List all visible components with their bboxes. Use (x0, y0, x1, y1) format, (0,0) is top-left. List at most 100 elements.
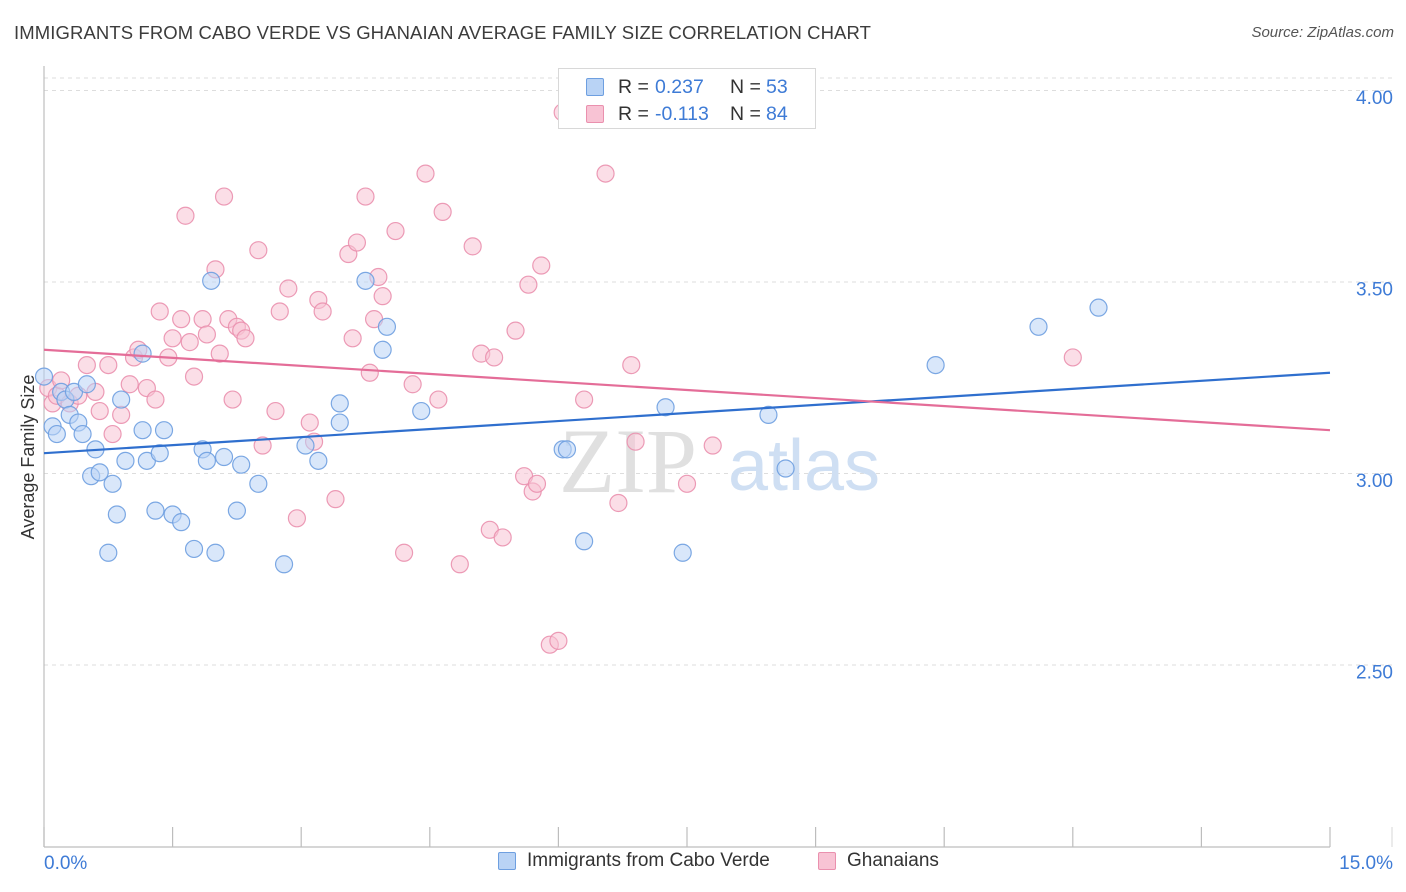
legend-item-cabo-verde: Immigrants from Cabo Verde (498, 850, 770, 872)
cabo-verde-point (154, 421, 174, 440)
ghanaians-point (609, 493, 628, 513)
ghanaians-trend-line (43, 348, 1331, 432)
cabo-verde-point (330, 413, 349, 432)
cabo-verde-point (356, 271, 375, 290)
cabo-verde-point (107, 505, 126, 524)
ghanaians-point (253, 436, 272, 455)
cabo-verde-point (926, 356, 945, 375)
ghanaians-point (197, 325, 216, 344)
ghanaians-point (210, 344, 229, 363)
cabo-verde-point (575, 532, 594, 551)
cabo-verde-point (202, 271, 221, 290)
y-tick-label: 3.50 (1356, 280, 1393, 301)
cabo-verde-point (99, 543, 118, 562)
ghanaians-point (433, 202, 452, 221)
ghanaians-point (450, 555, 469, 574)
ghanaians-point (493, 528, 512, 547)
n-value: 84 (766, 102, 788, 125)
ghanaians-point (150, 302, 169, 321)
cabo-verde-point (776, 459, 795, 478)
cabo-verde-point (309, 451, 328, 470)
ghanaians-point (626, 432, 645, 451)
ghanaians-point (575, 390, 594, 409)
r-value: -0.113 (655, 102, 709, 125)
watermark-atlas: atlas (728, 426, 880, 506)
cabo-verde-point (1089, 298, 1108, 317)
ghanaians-point (90, 401, 109, 421)
ghanaians-point (214, 187, 234, 206)
stats-legend: R = 0.237 N = 53 R = -0.113 N = 84 (558, 68, 816, 129)
cabo-verde-point (656, 398, 675, 417)
n-label: N = (730, 102, 761, 125)
ghanaians-point (416, 164, 435, 183)
cabo-verde-point (1029, 317, 1048, 336)
ghanaians-point (172, 310, 191, 329)
ghanaians-point (532, 256, 551, 275)
ghanaians-point (236, 329, 255, 348)
x-tick-label: 0.0% (44, 853, 87, 874)
ghanaians-point (163, 329, 182, 348)
ghanaians-point (596, 164, 615, 183)
cabo-verde-point (296, 436, 315, 455)
ghanaians-point (223, 390, 242, 409)
cabo-verde-point (34, 367, 54, 386)
axes (43, 66, 1393, 848)
ghanaians-point (429, 390, 448, 409)
legend-swatch-pink (818, 852, 836, 870)
legend-item-ghanaians: Ghanaians (818, 850, 939, 872)
cabo-verde-point (412, 401, 431, 421)
watermark: ZIP atlas (559, 410, 880, 512)
legend-swatch-blue (498, 852, 516, 870)
ghanaians-point (270, 302, 289, 321)
cabo-verde-point (47, 424, 66, 444)
r-label: R = (618, 102, 649, 125)
ghanaians-point (485, 348, 504, 367)
ghanaians-point (506, 321, 525, 340)
y-tick-label: 4.00 (1356, 88, 1393, 109)
r-value: 0.237 (655, 75, 704, 98)
ghanaians-points (39, 103, 1082, 654)
ghanaians-point (176, 206, 195, 225)
ghanaians-point (112, 405, 131, 424)
cabo-verde-points (34, 271, 1108, 574)
cabo-verde-point (557, 440, 577, 459)
ghanaians-point (77, 356, 96, 375)
cabo-verde-point (330, 394, 349, 413)
ghanaians-point (356, 187, 375, 206)
legend-label-cabo-verde: Immigrants from Cabo Verde (527, 850, 770, 871)
ghanaians-point (266, 401, 285, 421)
axis-labels: 2.50 3.00 3.50 4.00 0.0% 15.0% Average Family … (18, 88, 1393, 874)
x-tick-label: 15.0% (1339, 853, 1393, 874)
cabo-verde-point (133, 344, 152, 363)
cabo-verde-point (184, 539, 204, 559)
y-tick-label: 3.00 (1356, 471, 1393, 492)
cabo-verde-point (214, 447, 234, 467)
ghanaians-point (99, 356, 118, 375)
n-value: 53 (766, 75, 788, 98)
grid-lines (44, 77, 1392, 666)
cabo-verde-trend-line (43, 371, 1331, 455)
ghanaians-point (347, 233, 367, 252)
ghanaians-point (463, 237, 482, 256)
cabo-verde-point (673, 543, 692, 562)
cabo-verde-point (197, 451, 216, 470)
trend-lines (43, 348, 1331, 455)
cabo-verde-point (172, 513, 191, 532)
cabo-verde-point (377, 317, 397, 336)
ghanaians-point (622, 356, 641, 375)
cabo-verde-point (206, 543, 225, 562)
watermark-zip: ZIP (559, 410, 697, 512)
ghanaians-point (677, 474, 697, 493)
ghanaians-point (343, 329, 362, 348)
cabo-verde-point (274, 555, 294, 574)
ghanaians-point (279, 279, 298, 298)
ghanaians-point (394, 543, 414, 562)
cabo-verde-point (73, 424, 92, 444)
ghanaians-point (300, 413, 319, 432)
ghanaians-point (326, 490, 345, 509)
cabo-verde-point (150, 444, 169, 463)
ghanaians-point (386, 221, 405, 241)
cabo-verde-point (77, 375, 96, 394)
ghanaians-point (249, 241, 268, 260)
